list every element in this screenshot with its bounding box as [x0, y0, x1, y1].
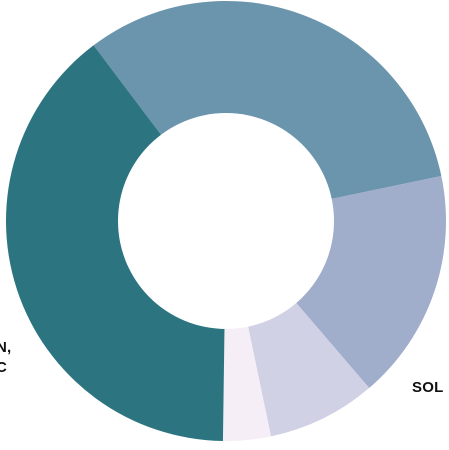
donut-slice-5: [5, 45, 226, 441]
donut-hole: [118, 113, 334, 329]
donut-slices: [5, 0, 446, 442]
donut-slice-1: [93, 0, 442, 221]
slice-label-left-line-2: C: [0, 359, 8, 376]
slice-label-left-line-1: N,: [0, 339, 12, 356]
slice-label-sol: SOL: [412, 379, 444, 396]
